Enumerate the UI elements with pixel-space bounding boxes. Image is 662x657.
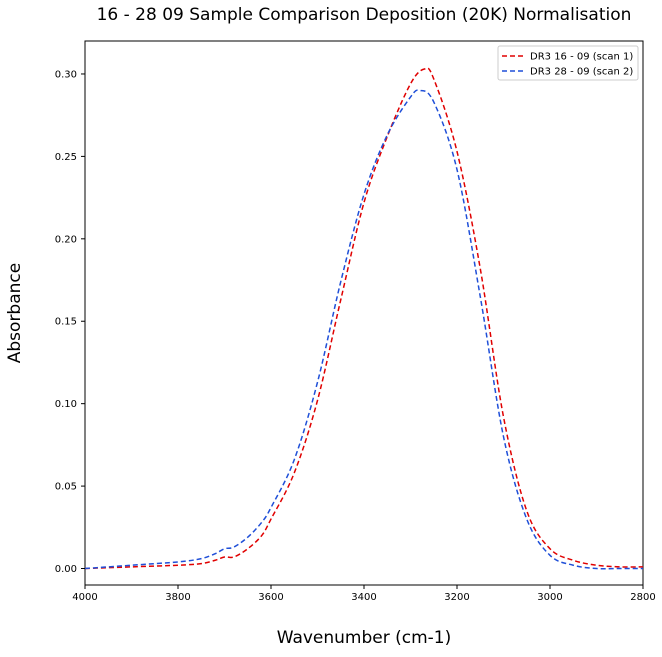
y-tick-label: 0.00 — [55, 564, 77, 575]
x-tick-label: 3200 — [444, 592, 469, 603]
y-tick-label: 0.30 — [55, 69, 77, 80]
x-axis-label: Wavenumber (cm-1) — [276, 628, 452, 648]
x-tick-label: 2800 — [630, 592, 655, 603]
x-tick-label: 4000 — [72, 592, 97, 603]
legend-label: DR3 28 - 09 (scan 2) — [530, 67, 633, 78]
axis-ticks: 4000 3800 3600 3400 3200 3000 2800 0.00 0.05 0.10… — [55, 69, 656, 603]
y-tick-label: 0.05 — [55, 482, 77, 493]
series-group — [84, 67, 644, 570]
series-line-2 — [84, 89, 643, 570]
y-tick-label: 0.25 — [55, 152, 77, 163]
y-tick-label: 0.15 — [55, 317, 77, 328]
series-line-1 — [84, 67, 644, 570]
x-tick-label: 3400 — [351, 592, 376, 603]
y-tick-label: 0.20 — [55, 234, 77, 245]
y-tick-label: 0.10 — [55, 399, 77, 410]
x-tick-label: 3800 — [165, 592, 190, 603]
legend: DR3 16 - 09 (scan 1) DR3 28 - 09 (scan 2) — [497, 45, 639, 81]
legend-box — [497, 45, 639, 81]
legend-label: DR3 16 - 09 (scan 1) — [530, 52, 633, 63]
plot-area — [84, 40, 644, 586]
x-tick-label: 3000 — [537, 592, 562, 603]
chart-title: 16 - 28 09 Sample Comparison Deposition … — [96, 5, 632, 25]
x-tick-label: 3600 — [258, 592, 283, 603]
